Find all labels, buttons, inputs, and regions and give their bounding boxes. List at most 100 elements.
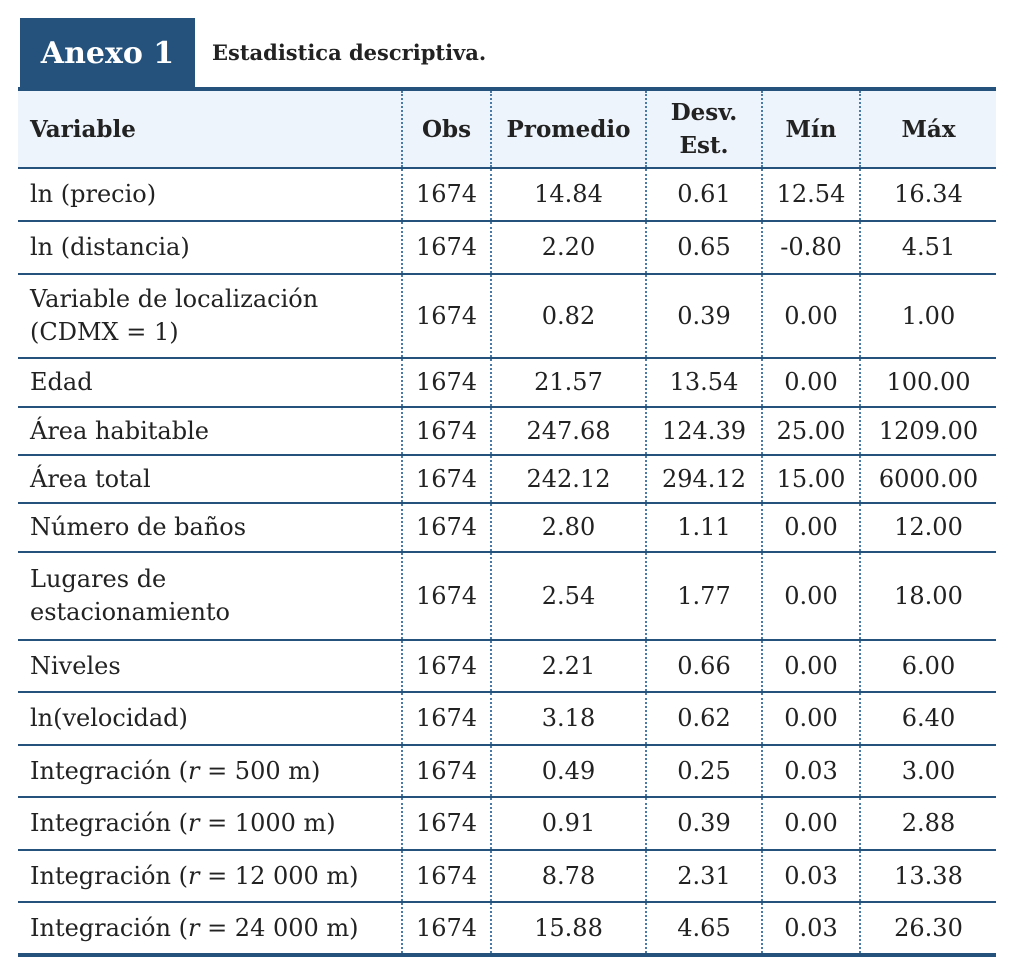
table-row: Área total 1674 242.12 294.12 15.00 6000.00 <box>18 455 996 504</box>
value-cell: 1.77 <box>645 552 762 641</box>
variable-cell: ln (precio) <box>18 168 402 222</box>
variable-cell: Área habitable <box>18 407 402 456</box>
value-cell: 294.12 <box>645 455 762 504</box>
value-cell: 1674 <box>401 221 491 275</box>
cell-line: Desv. <box>670 99 738 126</box>
cell-part: = 1000 m) <box>199 809 336 837</box>
value-cell: 0.03 <box>761 745 860 798</box>
value-cell: 0.00 <box>761 552 860 641</box>
value-cell: 13.38 <box>859 850 996 903</box>
value-cell: 0.03 <box>761 902 860 955</box>
table-body: ln (precio) 1674 14.84 0.61 12.54 16.34 ln (di… <box>18 168 996 955</box>
annex-tag: Anexo 1 <box>20 18 195 88</box>
value-cell: 0.00 <box>761 358 860 408</box>
value-cell: 1674 <box>401 455 491 504</box>
cell-part: = 500 m) <box>199 756 321 785</box>
value-cell: -0.80 <box>761 221 860 275</box>
variable-cell: Lugares de estacionamiento <box>18 552 402 641</box>
header-row: Variable Obs Promedio Desv. Est. Mín Máx <box>18 89 996 169</box>
value-cell: 1674 <box>401 168 491 222</box>
cell-line: Lugares de <box>30 565 167 593</box>
cell-part: r <box>187 861 200 890</box>
value-cell: 1674 <box>401 850 491 903</box>
cell-line: Est. <box>679 132 729 159</box>
value-cell: 0.00 <box>761 274 860 359</box>
value-cell: 26.30 <box>859 902 996 955</box>
value-cell: 1674 <box>401 745 491 798</box>
stats-table: Variable Obs Promedio Desv. Est. Mín Máx ln (p… <box>18 87 996 957</box>
column-header: Máx <box>859 89 996 169</box>
value-cell: 0.00 <box>761 692 860 746</box>
value-cell: 6.00 <box>859 640 996 693</box>
value-cell: 25.00 <box>761 407 860 456</box>
value-cell: 1.11 <box>645 503 762 553</box>
value-cell: 0.39 <box>645 797 762 851</box>
value-cell: 1.00 <box>859 274 996 359</box>
cell-part: Integración ( <box>30 809 188 837</box>
value-cell: 18.00 <box>859 552 996 641</box>
value-cell: 2.21 <box>490 640 646 693</box>
value-cell: 0.03 <box>761 850 860 903</box>
cell-part: Integración ( <box>30 756 188 785</box>
value-cell: 0.62 <box>645 692 762 746</box>
table-row: Edad 1674 21.57 13.54 0.00 100.00 <box>18 358 996 408</box>
value-cell: 1674 <box>401 407 491 456</box>
value-cell: 1674 <box>401 902 491 955</box>
value-cell: 242.12 <box>490 455 646 504</box>
value-cell: 8.78 <box>490 850 646 903</box>
value-cell: 0.61 <box>645 168 762 222</box>
value-cell: 2.54 <box>490 552 646 641</box>
cell-part: = 24 000 m) <box>199 913 359 942</box>
value-cell: 3.00 <box>859 745 996 798</box>
value-cell: 0.00 <box>761 640 860 693</box>
value-cell: 0.65 <box>645 221 762 275</box>
variable-cell: Edad <box>18 358 402 408</box>
value-cell: 12.54 <box>761 168 860 222</box>
value-cell: 6.40 <box>859 692 996 746</box>
value-cell: 2.20 <box>490 221 646 275</box>
cell-part: Integración ( <box>30 861 188 890</box>
table-row: Integración (r = 1000 m) 1674 0.91 0.39 0.00… <box>18 797 996 851</box>
value-cell: 0.66 <box>645 640 762 693</box>
variable-cell: Área total <box>18 455 402 504</box>
variable-cell: Niveles <box>18 640 402 693</box>
value-cell: 0.00 <box>761 797 860 851</box>
table-row: Integración (r = 24 000 m) 1674 15.88 4.65 0… <box>18 902 996 955</box>
value-cell: 4.51 <box>859 221 996 275</box>
table-row: ln (distancia) 1674 2.20 0.65 -0.80 4.51 <box>18 221 996 275</box>
variable-cell: Número de baños <box>18 503 402 553</box>
value-cell: 0.82 <box>490 274 646 359</box>
cell-line: (CDMX = 1) <box>30 318 179 346</box>
table-row: Número de baños 1674 2.80 1.11 0.00 12.00 <box>18 503 996 553</box>
column-header: Desv. Est. <box>645 89 762 169</box>
column-header: Promedio <box>490 89 646 169</box>
value-cell: 1209.00 <box>859 407 996 456</box>
cell-part: r <box>187 809 200 837</box>
value-cell: 0.25 <box>645 745 762 798</box>
cell-line: Variable de localización <box>30 285 319 313</box>
value-cell: 247.68 <box>490 407 646 456</box>
variable-cell: Variable de localización (CDMX = 1) <box>18 274 402 359</box>
table-row: Integración (r = 12 000 m) 1674 8.78 2.31 0.… <box>18 850 996 903</box>
table-row: Integración (r = 500 m) 1674 0.49 0.25 0.03 3… <box>18 745 996 798</box>
value-cell: 1674 <box>401 552 491 641</box>
value-cell: 1674 <box>401 503 491 553</box>
table-row: Lugares de estacionamiento 1674 2.54 1.77 0.0… <box>18 552 996 641</box>
value-cell: 15.00 <box>761 455 860 504</box>
value-cell: 16.34 <box>859 168 996 222</box>
table-row: ln (precio) 1674 14.84 0.61 12.54 16.34 <box>18 168 996 222</box>
value-cell: 15.88 <box>490 902 646 955</box>
column-header: Obs <box>401 89 491 169</box>
value-cell: 6000.00 <box>859 455 996 504</box>
variable-cell: Integración (r = 24 000 m) <box>18 902 402 955</box>
value-cell: 1674 <box>401 640 491 693</box>
value-cell: 0.91 <box>490 797 646 851</box>
table-row: Área habitable 1674 247.68 124.39 25.00 1209.… <box>18 407 996 456</box>
cell-part: r <box>187 756 200 785</box>
column-header: Variable <box>18 89 402 169</box>
cell-part: = 12 000 m) <box>199 861 359 890</box>
value-cell: 100.00 <box>859 358 996 408</box>
value-cell: 14.84 <box>490 168 646 222</box>
column-header: Mín <box>761 89 860 169</box>
